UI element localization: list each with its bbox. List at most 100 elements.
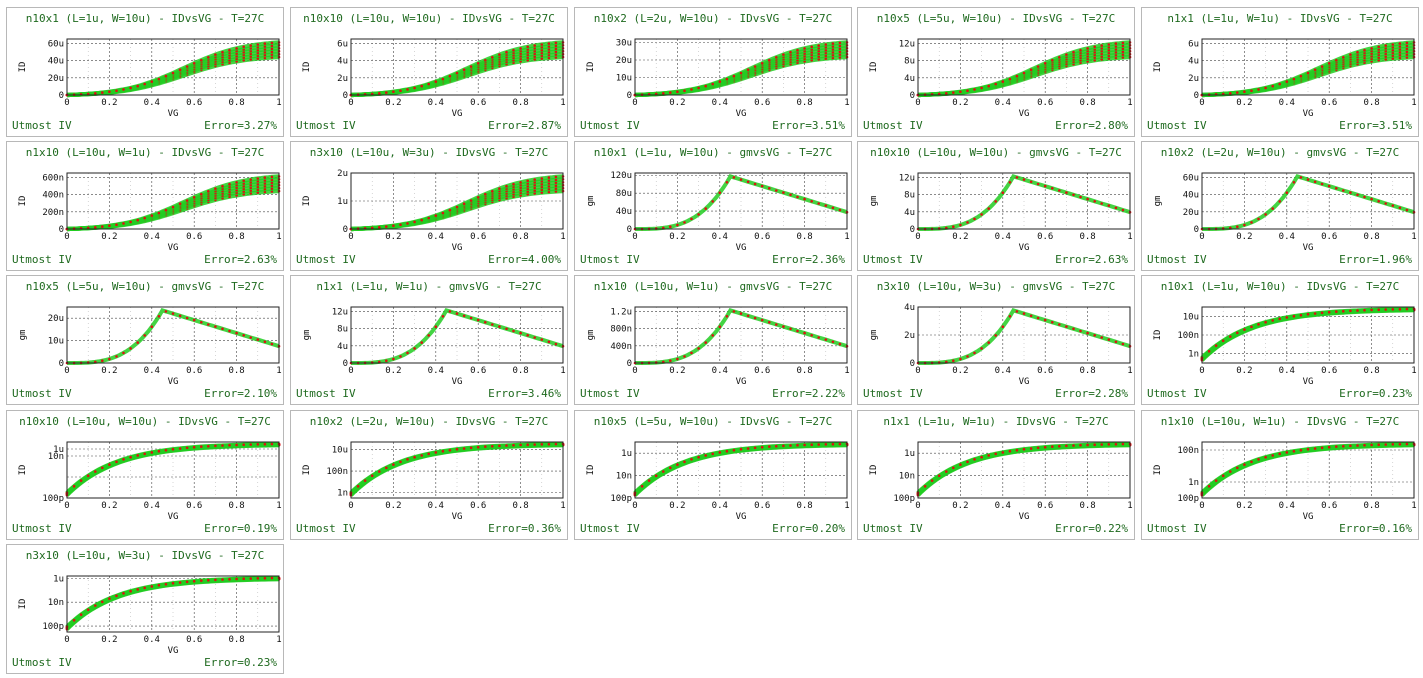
measured-point — [831, 51, 835, 54]
measured-point — [263, 185, 267, 188]
measured-point — [263, 442, 267, 446]
model-label: Utmost IV — [580, 119, 640, 132]
measured-point — [498, 444, 501, 448]
measured-point — [711, 334, 714, 337]
measured-point — [1029, 68, 1033, 71]
measured-point — [1243, 90, 1246, 93]
measured-point — [1107, 204, 1111, 207]
chart-svg: 0 0.2 0.4 0.6 0.8 1 0 2u 4u VG gm — [869, 303, 1133, 387]
measured-point — [690, 88, 693, 91]
measured-point — [540, 177, 544, 180]
measured-point — [533, 443, 536, 446]
measured-point — [810, 200, 813, 203]
x-tick-label: 0.4 — [1279, 366, 1295, 376]
measured-point — [136, 341, 139, 344]
y-tick-label: 60u — [1183, 173, 1199, 183]
x-tick-label: 0.6 — [470, 501, 486, 511]
measured-point — [122, 458, 125, 461]
measured-point — [448, 74, 452, 78]
measured-point — [228, 48, 231, 52]
measured-point — [669, 91, 672, 94]
x-axis-label: VG — [736, 243, 747, 253]
x-tick-label: 1 — [1411, 501, 1416, 511]
measured-point — [94, 92, 97, 95]
measured-point — [129, 455, 132, 459]
measured-point — [1405, 41, 1409, 45]
measured-point — [1036, 316, 1040, 320]
plot-frame — [1201, 306, 1415, 364]
measured-point — [1086, 47, 1089, 50]
measured-point — [143, 82, 146, 86]
measured-point — [263, 176, 267, 179]
x-tick-label: 1 — [560, 98, 565, 108]
measured-point — [739, 447, 743, 451]
x-tick-label: 0.4 — [995, 98, 1011, 108]
model-label: Utmost IV — [12, 387, 72, 400]
measured-point — [831, 48, 835, 51]
fit-curve — [1200, 441, 1415, 495]
y-tick-label: 0 — [59, 359, 64, 369]
measured-point — [1320, 446, 1324, 450]
measured-point — [810, 45, 813, 49]
measured-point — [185, 65, 189, 68]
measured-point — [540, 443, 544, 446]
measured-point — [1257, 323, 1260, 326]
measured-point — [505, 50, 508, 54]
y-axis-label: ID — [18, 62, 28, 73]
measured-point — [554, 47, 558, 51]
measured-point — [547, 185, 551, 188]
model-label: Utmost IV — [580, 387, 640, 400]
chart-svg: 0 0.2 0.4 0.6 0.8 1 0 10u 20u VG gm — [18, 306, 282, 387]
measured-point — [484, 58, 487, 62]
measured-point — [753, 182, 757, 186]
chart-svg: 0 0.2 0.4 0.6 0.8 1 100p 10n 1u VG ID — [869, 441, 1133, 522]
measured-point — [547, 42, 551, 45]
measured-point — [1356, 309, 1359, 312]
x-axis-label: VG — [736, 512, 747, 522]
x-tick-label: 0.2 — [385, 366, 401, 376]
x-axis-label: VG — [736, 109, 747, 119]
measured-point — [101, 359, 104, 362]
y-tick-label: 0 — [343, 91, 348, 101]
measured-point — [1022, 312, 1026, 315]
measured-point — [796, 195, 799, 199]
measured-point — [178, 314, 182, 318]
error-label: Error=0.23% — [1339, 387, 1412, 400]
measured-point — [838, 53, 842, 56]
measured-point — [263, 51, 267, 54]
measured-point — [547, 48, 551, 51]
measured-point — [1001, 191, 1005, 194]
measured-point — [164, 448, 168, 452]
measured-point — [221, 327, 224, 331]
measured-point — [540, 182, 544, 186]
plot-frame — [917, 172, 1131, 230]
measured-point — [803, 197, 806, 201]
chart-title: n3x10 (L=10u, W=3u) - IDvsVG - T=27C — [309, 146, 549, 159]
measured-point — [1022, 71, 1026, 75]
measured-point — [249, 577, 252, 580]
measured-point — [200, 58, 203, 62]
measured-point — [1243, 463, 1246, 466]
x-tick-label: 0 — [64, 366, 69, 376]
measured-point — [1114, 45, 1118, 48]
measured-point — [270, 47, 274, 51]
measured-point — [1008, 181, 1012, 184]
x-tick-label: 0.8 — [796, 98, 812, 108]
y-tick-label: 4u — [337, 57, 348, 67]
y-tick-label: 100p — [42, 494, 64, 504]
measured-point — [789, 327, 792, 331]
measured-point — [392, 357, 395, 361]
x-tick-label: 0.4 — [1279, 501, 1295, 511]
plot-frame — [350, 38, 564, 96]
chart-svg: 0 0.2 0.4 0.6 0.8 1 0 40u 80u 120u VG gm — [586, 171, 850, 253]
y-tick-label: 100n — [326, 467, 348, 477]
y-tick-label: 0 — [910, 225, 915, 235]
y-tick-label: 1u — [53, 445, 64, 455]
x-axis-label: VG — [168, 377, 179, 387]
error-label: Error=0.36% — [488, 522, 561, 535]
measured-point — [270, 181, 274, 185]
y-tick-label: 0 — [59, 91, 64, 101]
measured-point — [697, 455, 700, 459]
plot-frame — [1201, 38, 1415, 96]
measured-point — [782, 53, 785, 56]
